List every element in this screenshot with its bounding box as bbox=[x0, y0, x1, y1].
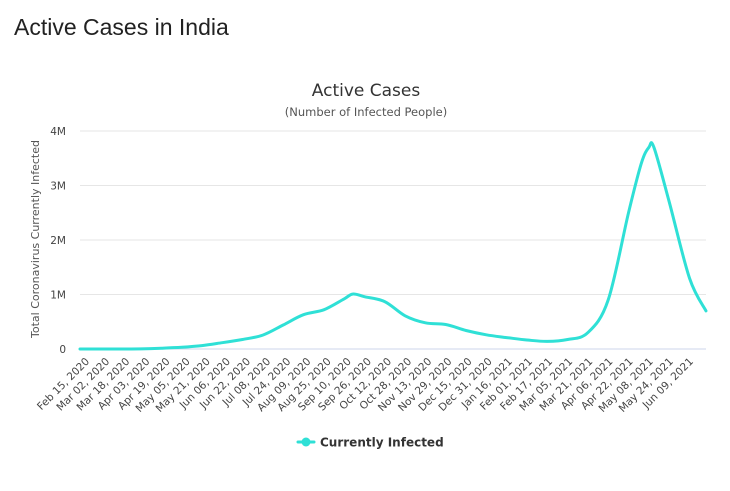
grid-lines bbox=[80, 130, 706, 350]
series-line-currently-infected[interactable] bbox=[78, 141, 708, 351]
y-tick-label: 4M bbox=[50, 126, 66, 138]
y-tick-label: 1M bbox=[50, 290, 66, 302]
chart-subtitle: (Number of Infected People) bbox=[285, 105, 447, 119]
y-axis-title: Total Coronavirus Currently Infected bbox=[29, 140, 42, 339]
page-heading: Active Cases in India bbox=[14, 14, 229, 40]
legend-marker-dot bbox=[301, 437, 311, 447]
y-tick-label: 0 bbox=[59, 344, 66, 356]
series-layer bbox=[78, 141, 708, 351]
y-tick-label: 3M bbox=[50, 181, 66, 193]
chart-title: Active Cases bbox=[312, 81, 421, 101]
legend[interactable]: Currently Infected bbox=[296, 436, 444, 450]
y-axis-ticks: 0 1M 2M 3M 4M bbox=[50, 126, 66, 356]
legend-label: Currently Infected bbox=[320, 436, 444, 450]
y-tick-label: 2M bbox=[50, 235, 66, 247]
